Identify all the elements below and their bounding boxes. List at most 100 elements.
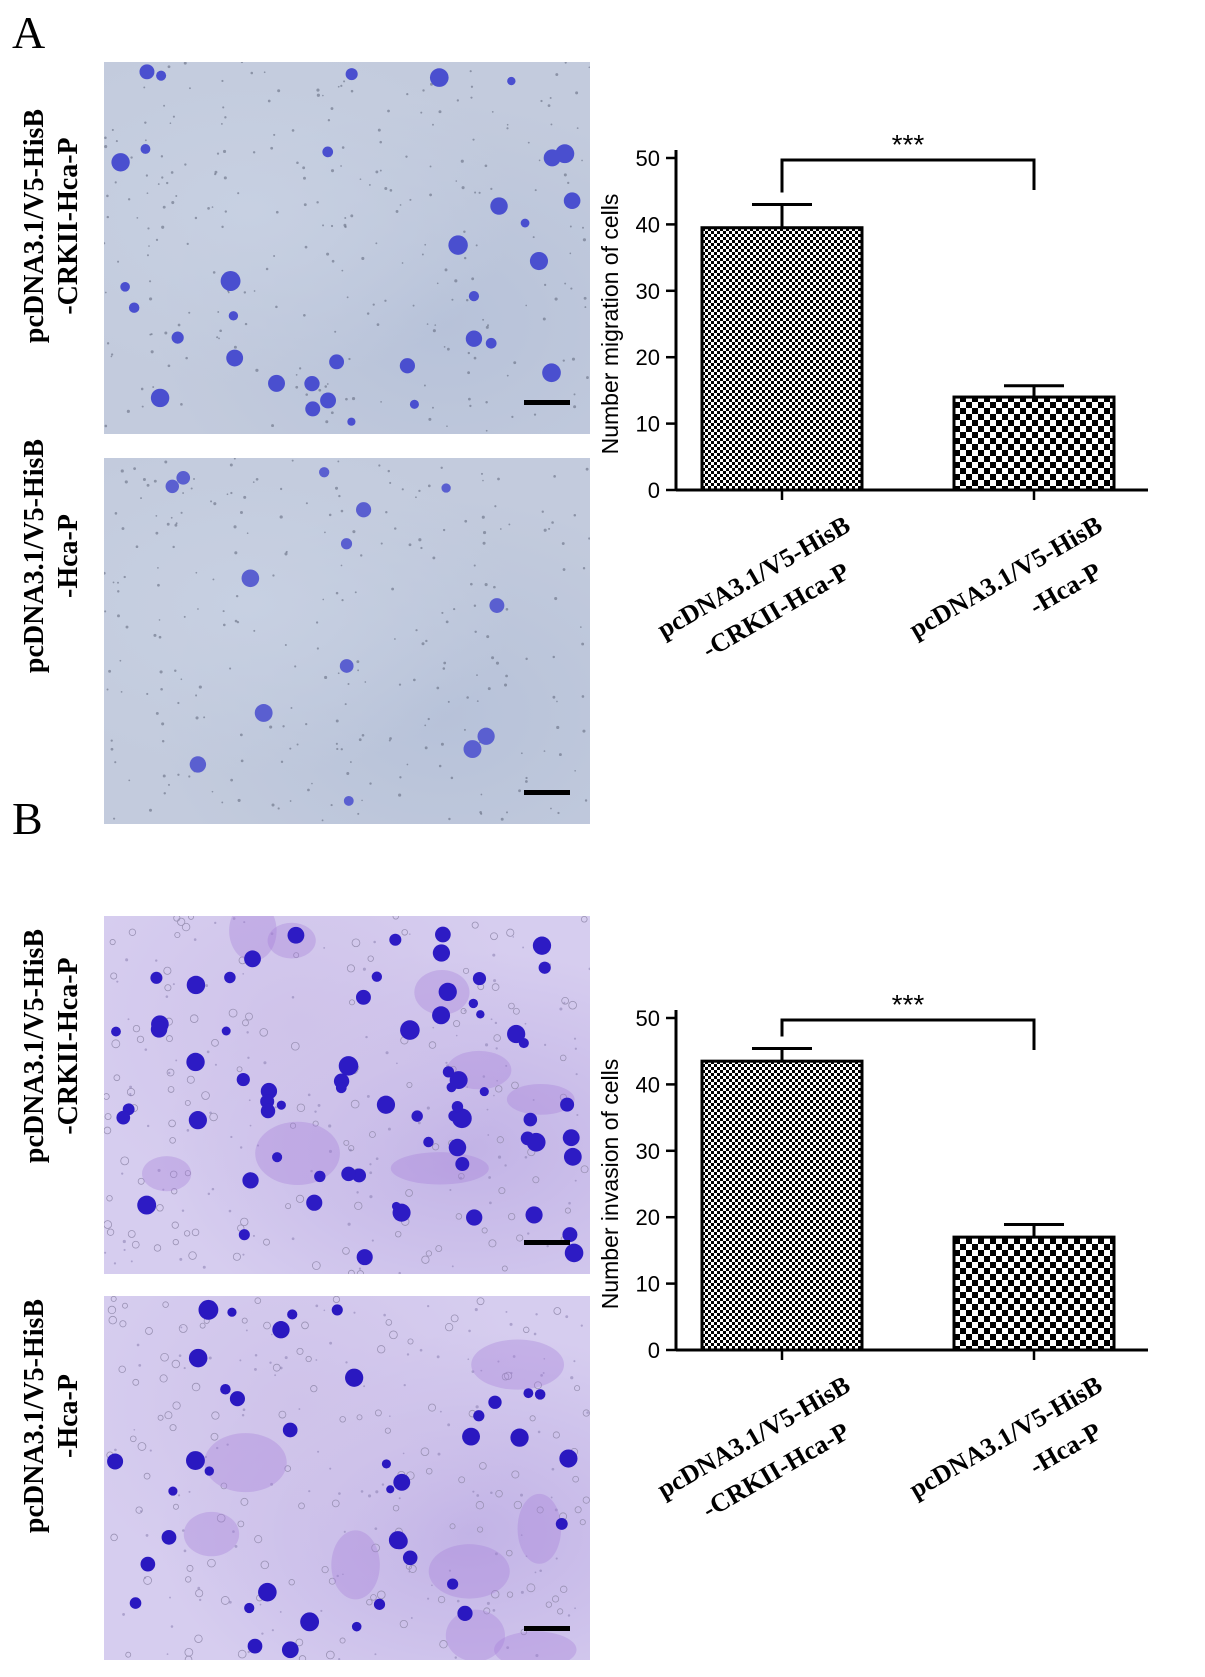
grain <box>488 1176 491 1179</box>
pore <box>572 1475 579 1483</box>
pore <box>169 1170 178 1178</box>
grain <box>320 1609 323 1612</box>
grain <box>252 151 256 154</box>
pore <box>188 1251 197 1260</box>
stained-cell <box>345 68 358 81</box>
grain <box>166 1653 169 1655</box>
grain <box>575 1073 578 1076</box>
stained-cell <box>305 401 321 417</box>
grain <box>195 571 198 574</box>
pore <box>237 1520 245 1528</box>
grain <box>436 1355 440 1359</box>
grain <box>167 783 170 786</box>
stained-cell <box>490 197 508 215</box>
grain <box>279 1366 283 1370</box>
pore <box>389 1330 398 1340</box>
stained-cell <box>238 1229 250 1241</box>
y-tick-label: 10 <box>636 412 660 437</box>
grain <box>476 700 479 703</box>
grain <box>470 96 473 99</box>
grain <box>248 1099 251 1102</box>
grain <box>183 1367 186 1370</box>
grain <box>181 1209 185 1212</box>
pore <box>477 1526 484 1533</box>
grain <box>540 99 543 103</box>
grain <box>387 469 390 473</box>
grain <box>535 1313 538 1316</box>
grain <box>308 1490 311 1493</box>
grain <box>144 1048 148 1051</box>
grain <box>476 674 478 677</box>
grain <box>377 128 381 132</box>
grain <box>467 371 470 375</box>
pore <box>228 1008 238 1018</box>
pore <box>326 1650 335 1660</box>
grain <box>338 1657 341 1660</box>
grain <box>495 1047 498 1050</box>
grain <box>356 1191 359 1194</box>
grain <box>108 669 112 673</box>
grain <box>117 260 120 263</box>
grain <box>424 243 427 246</box>
pore <box>164 984 172 992</box>
stained-cell <box>564 1243 584 1263</box>
pore <box>173 1503 179 1510</box>
grain <box>463 1009 466 1012</box>
significance-label: *** <box>892 129 925 160</box>
stained-cell <box>229 1391 245 1407</box>
grain <box>172 983 175 986</box>
grain <box>167 65 171 69</box>
pore <box>506 928 515 937</box>
grain <box>317 1103 321 1107</box>
grain <box>542 317 546 321</box>
grain <box>445 620 449 624</box>
grain <box>524 1155 528 1159</box>
grain <box>329 1467 332 1470</box>
grain <box>506 374 509 377</box>
stained-cell <box>111 1026 121 1037</box>
pore <box>351 938 361 948</box>
grain <box>494 1552 498 1556</box>
stained-cell <box>227 1307 237 1317</box>
grain <box>291 129 295 132</box>
grain <box>480 793 483 796</box>
pore <box>104 1220 113 1229</box>
bar <box>700 1059 864 1352</box>
grain <box>383 1313 386 1317</box>
stained-cell <box>451 1100 464 1113</box>
pore <box>106 1195 113 1202</box>
grain <box>466 1086 469 1088</box>
grain <box>534 189 537 192</box>
grain <box>345 1361 348 1364</box>
pore <box>131 1240 140 1249</box>
pore <box>428 1041 437 1049</box>
grain <box>384 187 388 190</box>
stained-cell <box>329 354 345 370</box>
stained-cell <box>189 756 207 773</box>
grain <box>127 1018 130 1021</box>
grain <box>573 1037 577 1040</box>
pore <box>132 1024 141 1033</box>
grain <box>537 1430 541 1434</box>
significance-bracket <box>780 1018 1036 1050</box>
pore <box>508 1212 516 1221</box>
stained-cell <box>563 192 581 210</box>
grain <box>240 759 244 763</box>
grain <box>373 940 376 944</box>
grain <box>480 472 484 475</box>
grain <box>347 1222 351 1226</box>
grain <box>323 946 326 949</box>
image-label-a2: pcDNA3.1/V5-HisB -Hca-P <box>18 411 90 701</box>
grain <box>450 776 454 780</box>
stained-cell <box>455 1157 470 1171</box>
pore <box>394 1230 402 1238</box>
pore <box>289 1122 297 1129</box>
pore <box>455 1213 463 1220</box>
grain <box>150 350 154 354</box>
pore <box>311 1261 321 1270</box>
grain <box>445 1061 448 1064</box>
grain <box>440 742 444 746</box>
image-label-line1: pcDNA3.1/V5-HisB <box>19 108 50 344</box>
grain <box>387 1127 391 1131</box>
grain <box>180 678 183 681</box>
